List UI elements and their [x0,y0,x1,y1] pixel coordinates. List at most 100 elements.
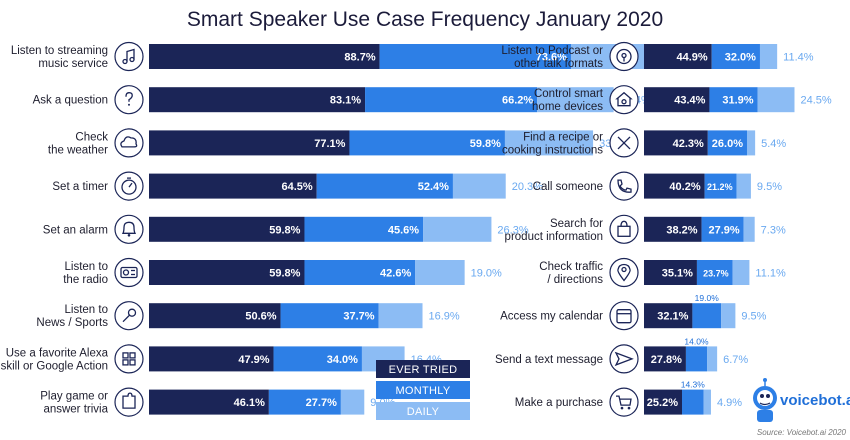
legend-swatch [376,360,470,378]
value-label-daily: 7.3% [761,224,786,236]
bar-ever-tried [149,346,274,372]
row-label-line: News / Sports [36,317,108,329]
calendar-icon [609,301,639,331]
row-label: Play game or answer trivia [40,391,108,416]
value-label-monthly: 66.2% [502,95,533,107]
chart-row: Find a recipe or cooking instructions 42.3… [502,128,786,158]
row-label-line: skill or Google Action [1,360,108,372]
row-label-line: cooking instructions [502,144,603,156]
chart-row: Listen to the radio 59.8% 42.6% 19.0% [63,257,502,288]
chart-row: Use a favorite Alexa skill or Google Acti… [1,344,442,374]
value-label-monthly: 14.3% [681,380,706,390]
bar-monthly [304,260,416,285]
chart-row: Listen to Podcast or other talk formats 44… [501,41,814,72]
value-label-ever-tried: 47.9% [238,354,269,366]
bar-monthly [379,44,571,69]
bar-daily [736,173,751,199]
bar-daily [707,346,718,372]
row-label-line: other talk formats [514,58,603,70]
legend-item: MONTHLY [376,381,470,399]
bar-monthly [365,87,538,113]
value-label-monthly: 59.8% [470,138,501,150]
bar-daily [743,216,755,242]
map-pin-icon [609,257,639,288]
music-note-icon [114,41,144,72]
value-label-ever-tried: 83.1% [330,95,361,107]
row-label: Listen to the radio [63,261,108,286]
legend-item: EVER TRIED [376,360,470,378]
bar-ever-tried [644,173,705,199]
bar-ever-tried [644,44,712,69]
bar-daily [732,260,750,285]
bar-ever-tried [149,87,366,113]
podcast-icon [609,41,639,72]
bar-monthly [696,260,733,285]
bar-daily [757,87,795,113]
value-label-ever-tried: 43.4% [674,95,705,107]
row-label: Ask a question [33,95,108,107]
row-label-line: Set a timer [52,181,108,193]
row-label-line: Access my calendar [500,311,603,323]
row-label: Control smart home devices [532,88,604,113]
send-icon [609,344,639,374]
bar-monthly [701,216,744,242]
value-label-ever-tried: 32.1% [657,311,688,323]
puzzle-icon [114,387,144,417]
voicebot-logo-icon [753,378,777,422]
row-label-line: Control smart [534,88,604,100]
bar-daily [504,130,594,156]
row-label: Send a text message [495,354,603,366]
value-label-monthly: 32.0% [725,52,756,64]
value-label-monthly: 45.6% [388,224,419,236]
legend-item: DAILY [376,402,470,420]
row-label: Make a purchase [515,397,603,409]
row-label: Listen to streaming music service [11,45,108,70]
value-label-daily: 5.4% [761,138,786,150]
value-label-daily: 16.9% [429,311,460,323]
value-label-ever-tried: 77.1% [314,138,345,150]
bar-monthly [711,44,760,69]
row-label-line: the radio [63,274,108,286]
smart-home-icon [609,85,639,115]
value-label-ever-tried: 42.3% [673,138,704,150]
value-label-ever-tried: 46.1% [234,397,265,409]
chart-row: Check traffic / directions 35.1% 23.7% 11.1% [539,257,786,288]
row-label-line: Make a purchase [515,397,603,409]
value-label-daily: 11.4% [783,52,814,64]
row-label: Set a timer [52,181,108,193]
row-label: Check traffic / directions [539,261,603,286]
bell-icon [114,214,144,244]
value-label-ever-tried: 44.9% [677,52,708,64]
bar-ever-tried [149,303,281,329]
row-label-line: Listen to Podcast or [501,45,603,57]
bar-ever-tried [644,389,683,415]
bar-daily [537,87,614,113]
bar-monthly [349,130,505,156]
row-label: Access my calendar [500,311,603,323]
bar-monthly [692,303,722,329]
value-label-monthly: 27.7% [306,397,337,409]
row-label-line: Listen to [65,261,108,273]
source-note: Source: Voicebot.ai 2020 [757,428,847,437]
bar-daily [703,389,711,415]
value-label-monthly: 52.4% [418,181,449,193]
value-label-daily: 24.5% [800,95,831,107]
shopping-bag-icon [609,214,639,244]
bar-daily [378,303,423,329]
value-label-monthly: 31.9% [722,95,753,107]
phone-icon [609,171,639,201]
microphone-icon [114,301,144,331]
value-label-ever-tried: 64.5% [281,181,312,193]
value-label-monthly: 37.7% [343,311,374,323]
row-label-line: Send a text message [495,354,603,366]
legend-label: EVER TRIED [389,364,458,376]
chart-row: Search for product information 38.2% 27.9% 7… [505,214,786,244]
bar-monthly [268,389,341,415]
value-label-ever-tried: 59.8% [269,224,300,236]
row-label-line: Listen to streaming [11,45,108,57]
chart-row: Control smart home devices 43.4% 31.9% 24.5% [532,85,832,115]
value-label-ever-tried: 40.2% [669,181,700,193]
